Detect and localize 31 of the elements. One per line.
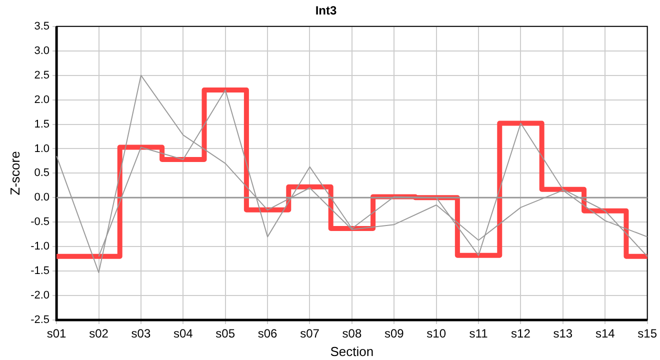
- x-tick-label: s14: [595, 326, 616, 341]
- y-tick-label: 0.5: [34, 167, 50, 180]
- y-tick-label: 3.0: [34, 44, 50, 57]
- y-tick-label: 2.0: [34, 94, 50, 106]
- y-tick-label: -1.5: [30, 265, 50, 278]
- x-tick-label: s11: [469, 326, 488, 341]
- x-tick-label: s07: [300, 326, 320, 341]
- x-tick-label: s01: [46, 326, 67, 341]
- y-tick-label: -2.5: [30, 314, 50, 326]
- y-axis-title: Z-score: [7, 151, 22, 196]
- x-tick-label: s08: [342, 326, 362, 341]
- x-tick-label: s09: [384, 326, 404, 341]
- x-tick-label: s12: [511, 326, 531, 341]
- x-tick-label: s03: [131, 326, 151, 341]
- x-tick-label: s06: [258, 326, 278, 341]
- x-tick-label: s15: [638, 326, 658, 341]
- chart-title: Int3: [315, 4, 337, 18]
- x-tick-label: s10: [426, 326, 446, 341]
- x-tick-label: s02: [89, 326, 109, 341]
- y-tick-label: 0.0: [34, 192, 50, 204]
- x-tick-label: s13: [553, 326, 573, 341]
- y-tick-label: 3.5: [34, 20, 50, 32]
- y-tick-label: 2.5: [34, 69, 50, 82]
- y-tick-label: -0.5: [30, 216, 50, 228]
- y-tick-label: 1.0: [34, 142, 50, 155]
- y-tick-label: -1.0: [30, 240, 50, 253]
- y-tick-label: -2.0: [30, 290, 50, 302]
- x-tick-label: s05: [216, 326, 236, 341]
- x-axis-title: Section: [330, 344, 374, 359]
- x-tick-label: s04: [173, 326, 194, 341]
- y-tick-label: 1.5: [34, 118, 50, 130]
